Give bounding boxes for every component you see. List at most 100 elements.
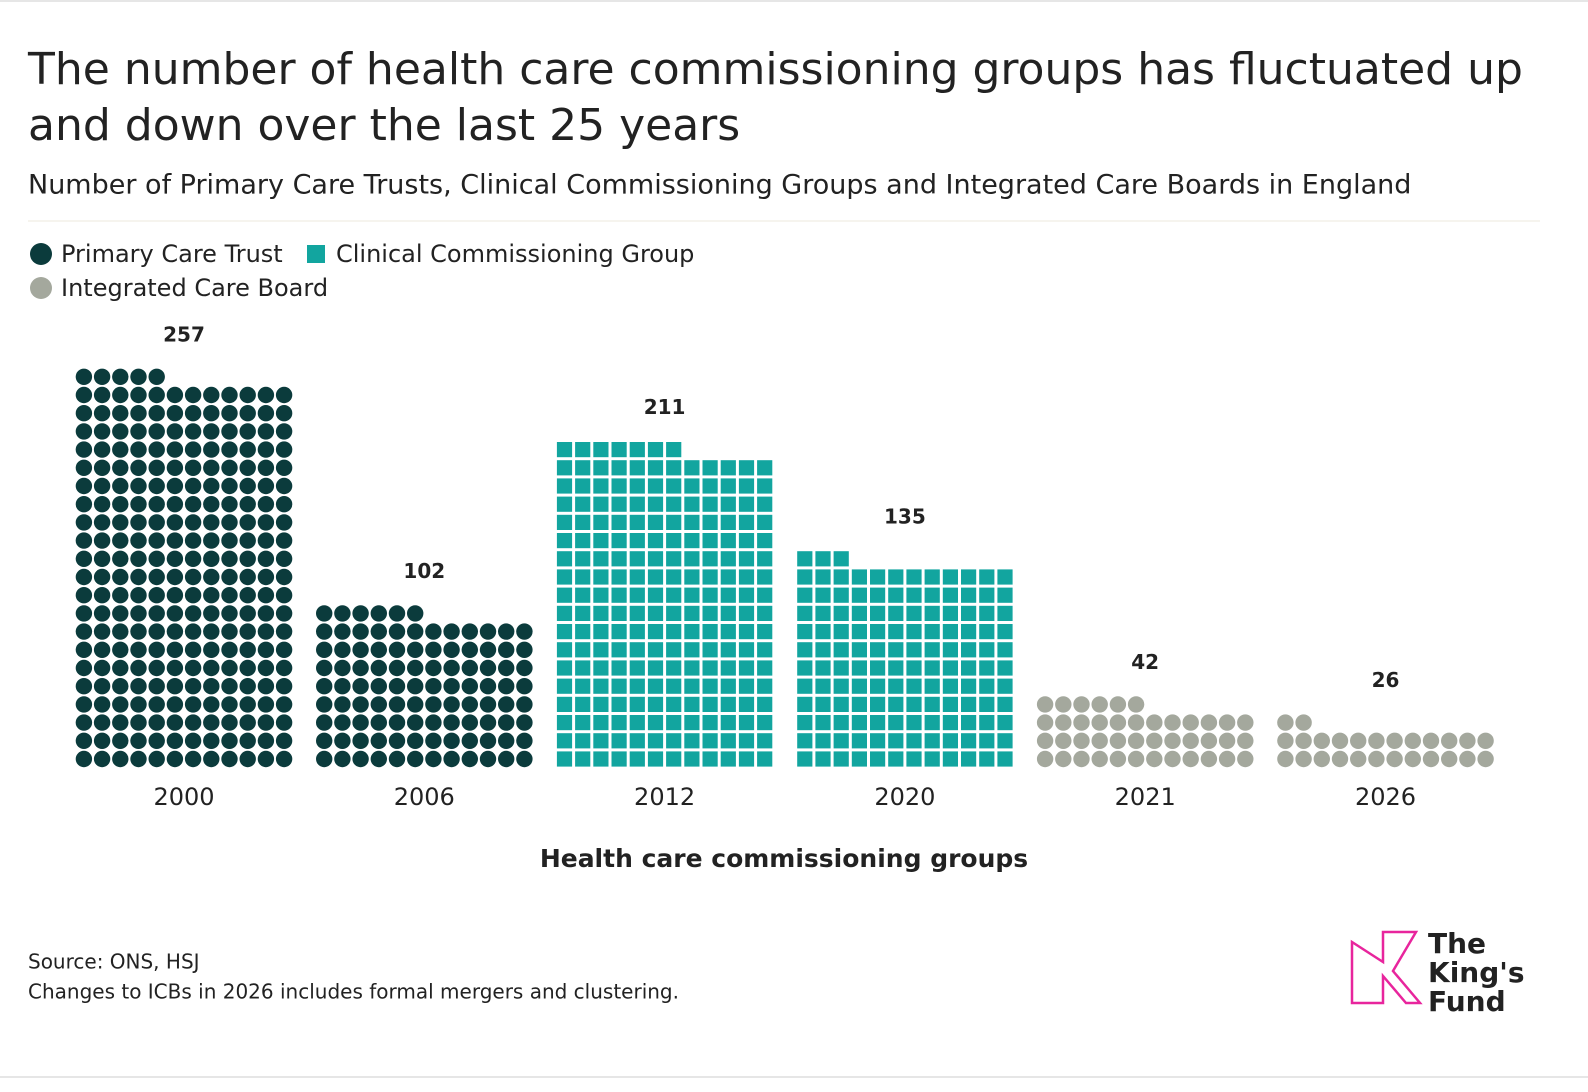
- unit: [851, 587, 867, 603]
- unit: [924, 642, 940, 658]
- unit: [997, 751, 1013, 767]
- unit: [112, 423, 129, 440]
- unit: [738, 605, 755, 621]
- unit: [112, 459, 129, 476]
- unit: [702, 496, 718, 512]
- unit: [906, 751, 922, 767]
- unit: [720, 605, 736, 621]
- unit: [112, 550, 129, 567]
- unit: [738, 478, 755, 494]
- unit: [556, 660, 573, 676]
- unit: [1073, 732, 1090, 749]
- unit: [334, 732, 351, 749]
- unit: [797, 733, 813, 749]
- unit: [221, 459, 238, 476]
- unit: [738, 660, 755, 676]
- unit: [629, 751, 645, 767]
- unit: [1277, 714, 1294, 731]
- unit: [75, 459, 93, 476]
- unit: [1368, 750, 1385, 768]
- unit: [684, 514, 700, 530]
- source: Source: ONS, HSJ: [28, 950, 200, 974]
- unit: [75, 623, 93, 640]
- unit: [575, 514, 591, 530]
- unit: [148, 368, 165, 385]
- unit: [1386, 732, 1403, 749]
- unit: [556, 478, 573, 494]
- unit: [443, 750, 460, 768]
- unit: [906, 678, 922, 694]
- unit: [757, 478, 773, 494]
- unit: [611, 660, 627, 676]
- unit: [684, 478, 700, 494]
- unit: [684, 569, 700, 585]
- unit: [148, 405, 165, 422]
- unit: [239, 441, 256, 458]
- unit: [257, 641, 275, 658]
- unit: [593, 733, 609, 749]
- unit: [166, 623, 184, 640]
- unit: [166, 386, 184, 404]
- unit: [239, 750, 256, 768]
- unit: [184, 423, 202, 440]
- unit: [148, 641, 165, 658]
- unit: [942, 605, 958, 621]
- unit: [316, 659, 333, 677]
- unit: [556, 696, 573, 712]
- unit: [203, 605, 220, 622]
- unit: [720, 751, 736, 767]
- unit: [1459, 750, 1476, 768]
- unit: [516, 678, 533, 695]
- unit: [611, 624, 627, 640]
- unit: [203, 405, 220, 422]
- unit: [961, 642, 977, 658]
- unit: [112, 496, 129, 513]
- unit: [516, 750, 533, 768]
- unit: [1368, 732, 1385, 749]
- unit: [479, 696, 497, 713]
- unit: [407, 696, 424, 713]
- unit: [629, 696, 645, 712]
- unit: [93, 605, 111, 622]
- unit: [93, 732, 111, 749]
- unit: [629, 733, 645, 749]
- unit: [888, 660, 904, 676]
- unit: [443, 659, 460, 677]
- unit: [1073, 696, 1090, 713]
- value-label: 42: [1131, 650, 1159, 674]
- unit: [851, 624, 867, 640]
- unit: [888, 587, 904, 603]
- unit: [257, 477, 275, 495]
- unit: [130, 641, 147, 658]
- unit: [407, 623, 424, 640]
- unit: [797, 660, 813, 676]
- unit: [757, 533, 773, 549]
- unit: [75, 696, 93, 713]
- unit: [720, 624, 736, 640]
- unit: [720, 514, 736, 530]
- unit: [370, 605, 387, 622]
- logo-text: King's: [1428, 956, 1525, 989]
- unit: [461, 732, 478, 749]
- unit: [166, 550, 184, 567]
- unit: [334, 678, 351, 695]
- unit: [334, 641, 351, 658]
- unit: [239, 659, 256, 677]
- unit: [425, 732, 442, 749]
- unit: [112, 477, 129, 495]
- unit: [833, 551, 849, 567]
- unit: [942, 660, 958, 676]
- unit: [797, 605, 813, 621]
- unit: [797, 551, 813, 567]
- unit: [184, 678, 202, 695]
- unit: [684, 624, 700, 640]
- unit: [148, 732, 165, 749]
- unit: [888, 642, 904, 658]
- unit: [979, 624, 995, 640]
- unit: [575, 715, 591, 731]
- unit: [239, 587, 256, 604]
- unit: [629, 533, 645, 549]
- unit: [184, 659, 202, 677]
- unit: [148, 750, 165, 768]
- unit: [833, 587, 849, 603]
